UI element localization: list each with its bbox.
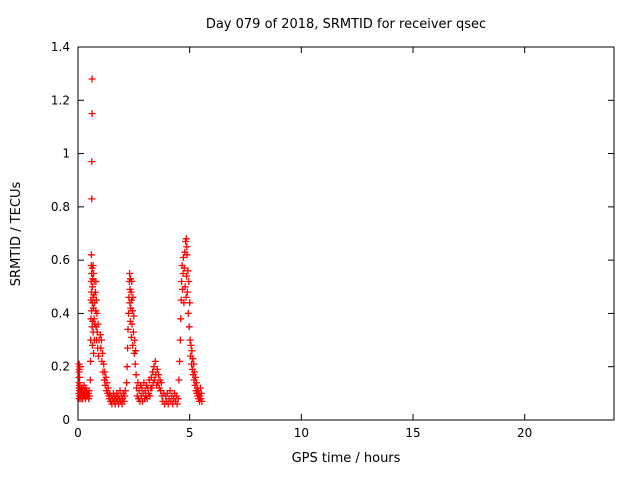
x-axis-label: GPS time / hours	[292, 451, 401, 466]
y-axis-label: SRMTID / TECUs	[9, 182, 24, 287]
y-tick-label: 0.2	[51, 360, 70, 374]
y-tick-label: 1.4	[51, 40, 70, 54]
y-tick-label: 0.6	[51, 253, 70, 267]
x-tick-label: 5	[186, 426, 194, 440]
plot-area: 0 5 10 15 20 0 0.2 0.4 0.6 0.8 1 1.2 1.4	[51, 40, 615, 440]
scatter-points	[75, 75, 206, 408]
x-tick-label: 0	[74, 426, 82, 440]
x-tick-label: 10	[294, 426, 309, 440]
y-tick-label: 0.4	[51, 306, 70, 320]
y-tick-label: 1.2	[51, 93, 70, 107]
x-tick-label: 20	[517, 426, 532, 440]
y-tick-label: 0.8	[51, 200, 70, 214]
y-tick-label: 0	[62, 413, 70, 427]
x-tick-label: 15	[405, 426, 420, 440]
plot-border	[77, 46, 615, 421]
chart-title: Day 079 of 2018, SRMTID for receiver qse…	[206, 17, 486, 32]
y-tick-label: 1	[62, 147, 70, 161]
